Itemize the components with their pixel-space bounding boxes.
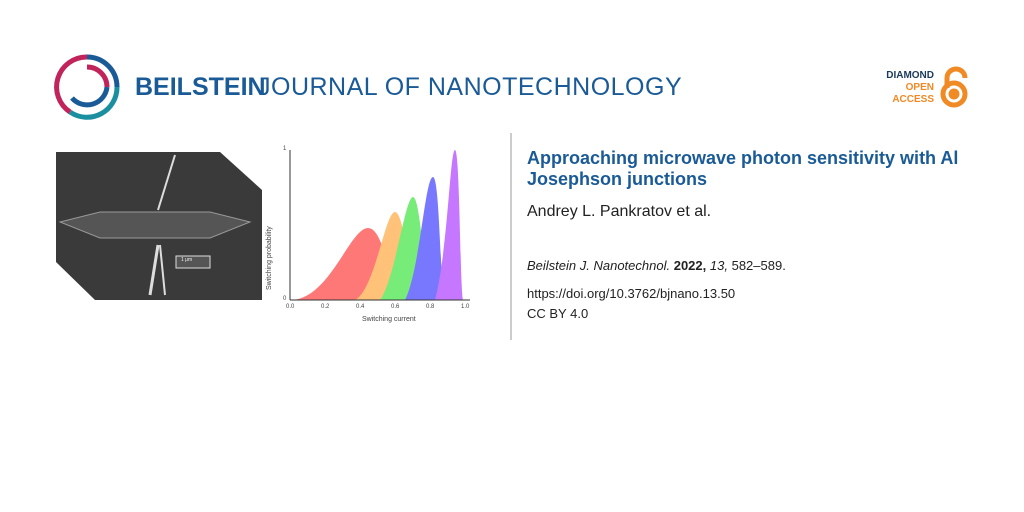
brand: BEILSTEIN — [135, 73, 266, 101]
x-tick: 0.2 — [321, 304, 330, 310]
journal-name: JOURNAL OF NANOTECHNOLOGY — [258, 73, 683, 101]
citation: Beilstein J. Nanotechnol. 2022, 13, 582–… — [527, 258, 786, 273]
volume: 13, — [709, 258, 728, 273]
x-tick: 0.6 — [391, 304, 400, 310]
micrograph — [56, 152, 262, 300]
badge-word: OPEN — [905, 82, 934, 93]
badge: DIAMOND OPEN ACCESS — [870, 70, 934, 106]
doi: https://doi.org/10.3762/bjnano.13.50 — [527, 286, 736, 301]
y-tick: 0 — [283, 296, 287, 302]
journal: Beilstein J. Nanotechnol. — [527, 258, 671, 273]
article-title: Approaching microwave photon sensitivity… — [527, 148, 959, 189]
axes — [289, 150, 470, 301]
open-access-icon — [940, 66, 968, 108]
badge-word: ACCESS — [892, 94, 934, 105]
year: 2022, — [673, 258, 707, 273]
badge-word: DIAMOND — [886, 70, 934, 81]
distribution-curves — [292, 150, 463, 300]
x-tick: 0.8 — [426, 304, 435, 310]
x-tick: 0.0 — [286, 304, 295, 310]
pages: 582–589. — [731, 258, 786, 273]
authors: Andrey L. Pankratov et al. — [527, 203, 712, 220]
y-tick: 1 — [283, 146, 287, 152]
logo — [54, 54, 120, 120]
x-label: Switching current — [362, 316, 416, 323]
x-tick: 1.0 — [461, 304, 470, 310]
scale-label: 1 μm — [181, 257, 193, 263]
x-tick: 0.4 — [356, 304, 365, 310]
license: CC BY 4.0 — [527, 306, 589, 321]
y-label: Switching probability — [266, 226, 273, 290]
